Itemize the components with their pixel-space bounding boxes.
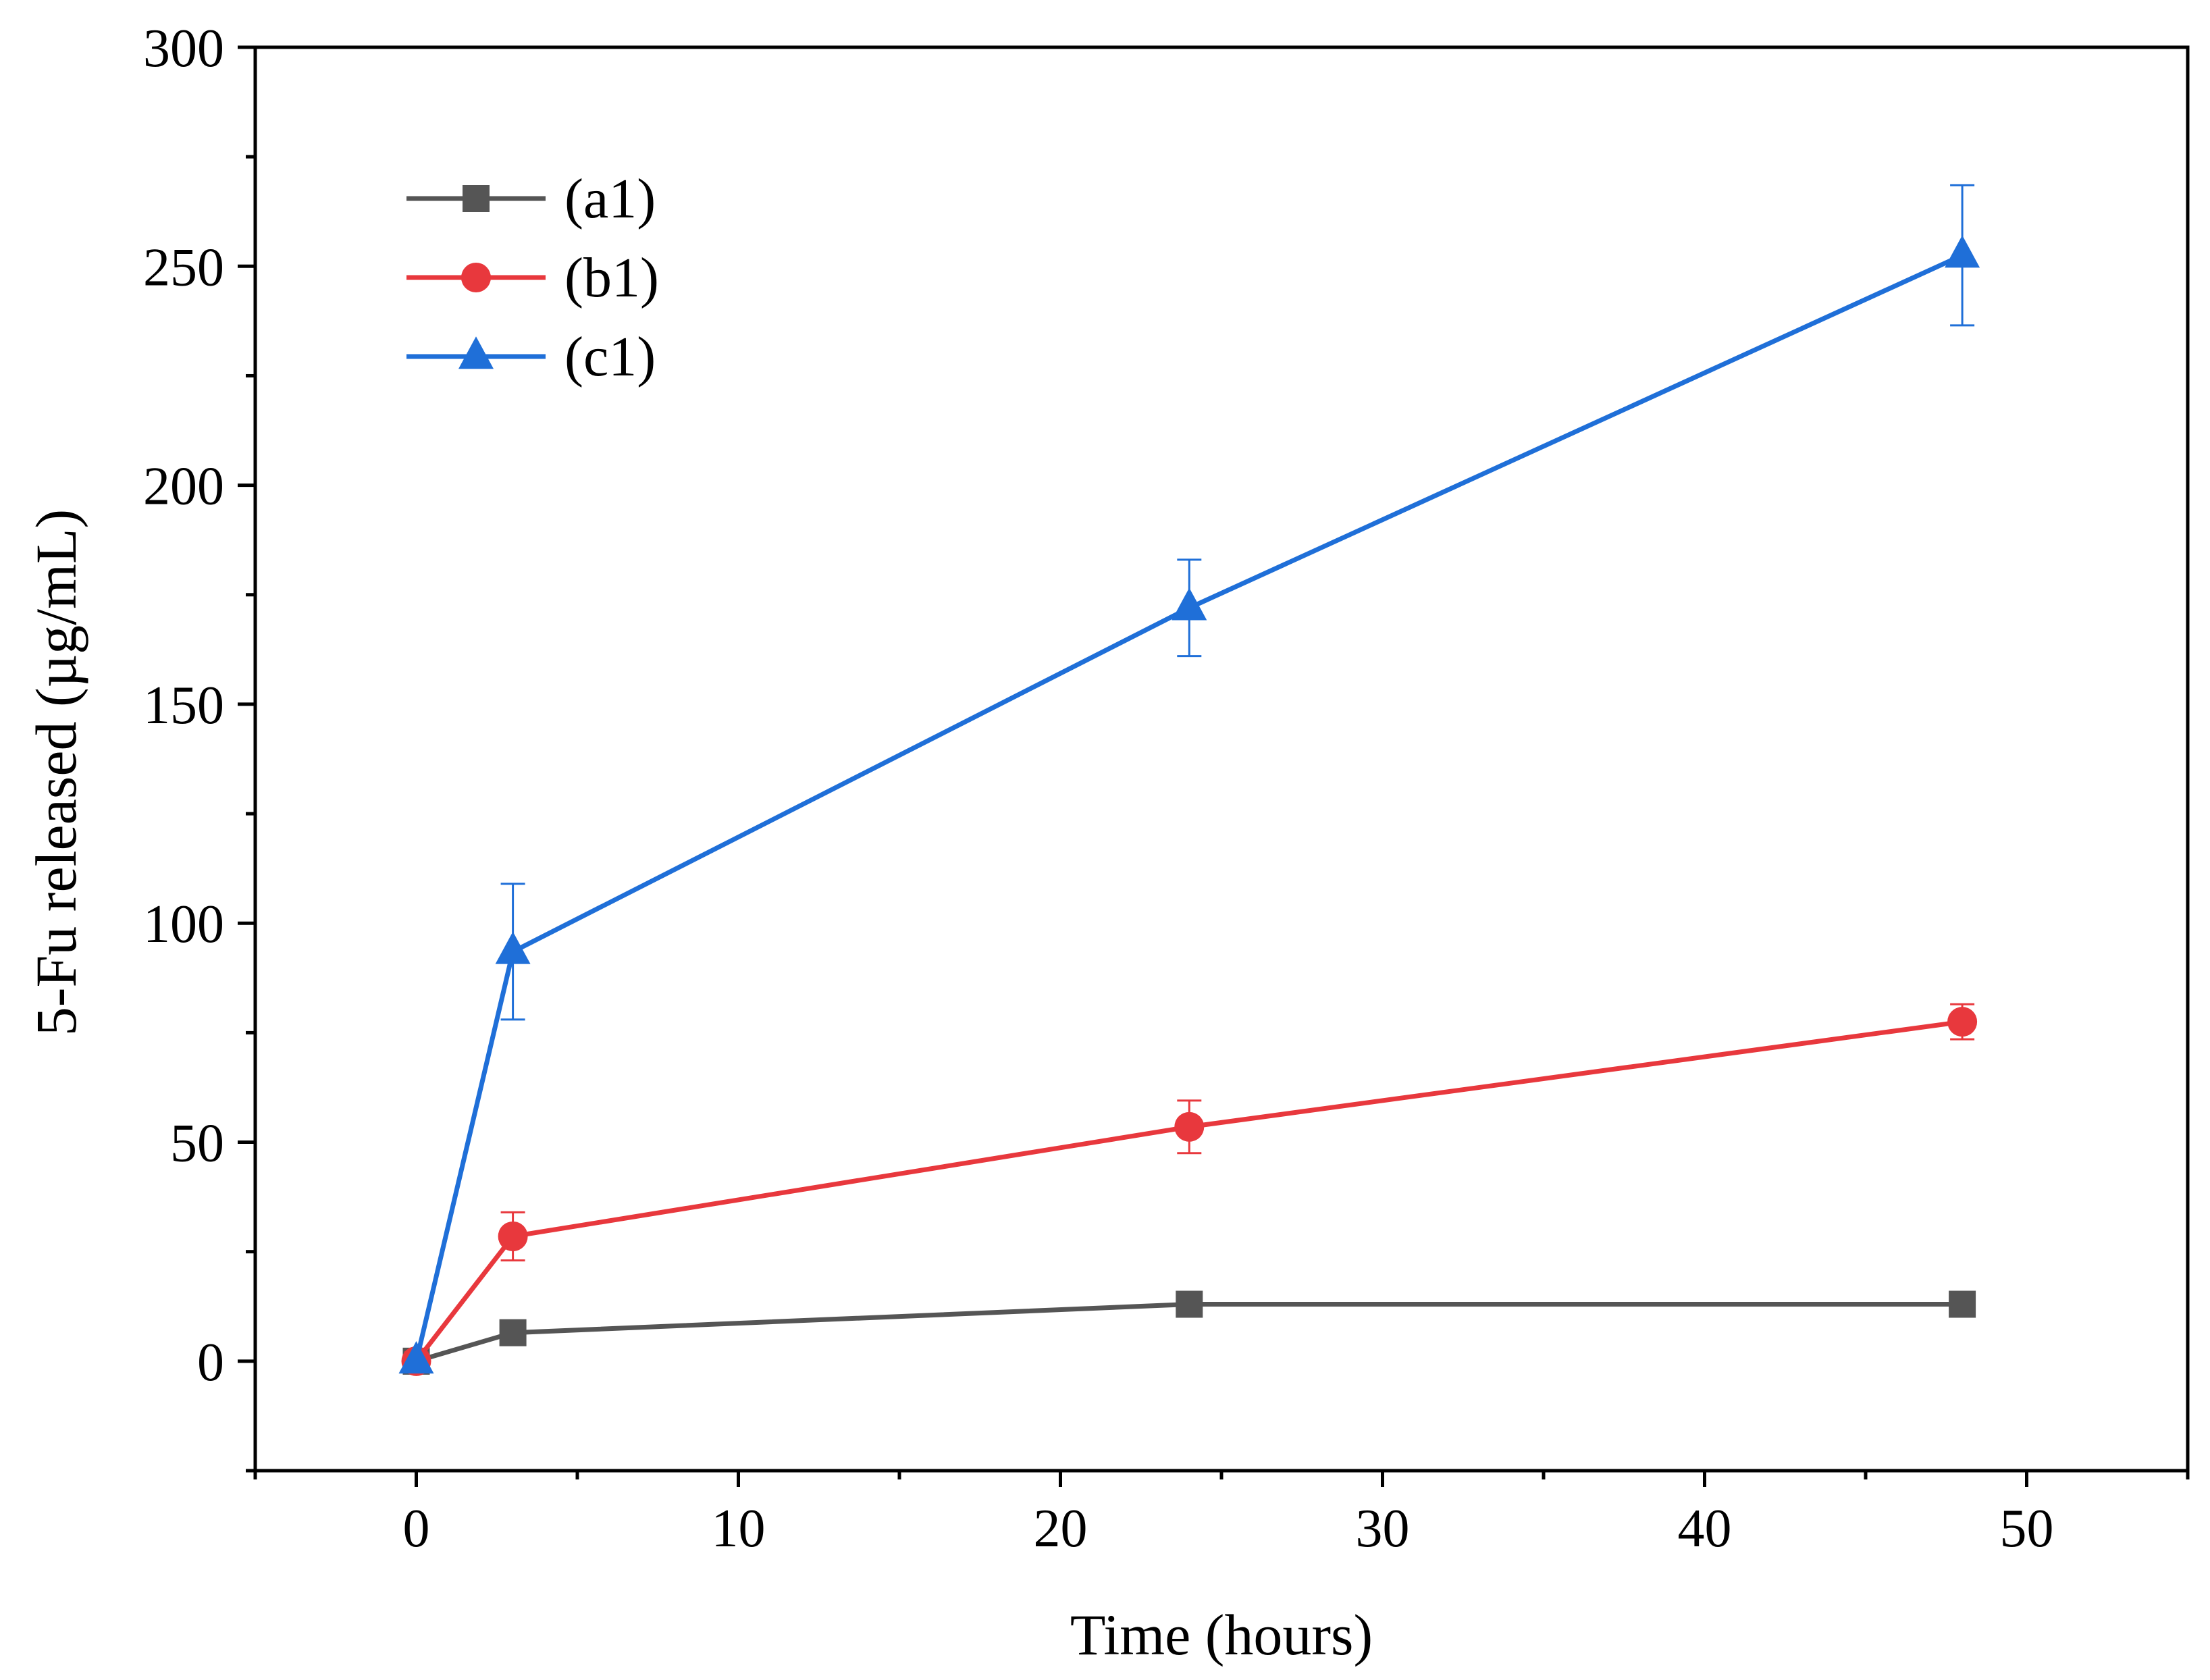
y-axis-title: 5-Fu released (µg/mL) (24, 509, 88, 1036)
data-point (495, 931, 531, 964)
legend-marker (458, 336, 494, 369)
x-tick-label: 30 (1356, 1499, 1410, 1558)
series (398, 184, 1980, 1376)
y-tick-label: 50 (170, 1114, 224, 1174)
x-tick-label: 10 (712, 1499, 766, 1558)
legend-label: (c1) (564, 325, 656, 388)
legend-label: (a1) (564, 167, 656, 230)
legend-item: (c1) (406, 325, 656, 388)
series-line (414, 253, 1964, 1362)
data-point (498, 1221, 528, 1251)
data-point (1172, 587, 1207, 621)
series-a1 (402, 1290, 1976, 1375)
x-axis-title: Time (hours) (1070, 1602, 1373, 1667)
y-tick-label: 300 (143, 19, 224, 78)
data-point (1949, 1290, 1976, 1318)
x-tick-label: 0 (403, 1499, 430, 1558)
data-point (1947, 1007, 1978, 1037)
legend-label: (b1) (564, 246, 659, 309)
series-line (414, 1019, 1963, 1363)
data-point (1174, 1111, 1205, 1142)
legend-item: (b1) (406, 246, 659, 309)
x-tick-label: 20 (1034, 1499, 1088, 1558)
data-point (398, 1341, 434, 1374)
y-tick-label: 100 (143, 895, 224, 954)
x-tick-label: 50 (2000, 1499, 2054, 1558)
plot-frame (253, 45, 2190, 1473)
x-tick-label: 40 (1678, 1499, 1732, 1558)
legend-marker (461, 263, 491, 292)
series-line (415, 1302, 1963, 1364)
data-point (1945, 235, 1980, 268)
legend: (a1) (b1) (c1) (406, 167, 659, 388)
y-tick-label: 200 (143, 457, 224, 517)
series-b1 (401, 1003, 1978, 1376)
legend-item: (a1) (406, 167, 656, 230)
legend-marker (463, 185, 490, 212)
y-tick-label: 250 (143, 238, 224, 297)
y-tick-label: 0 (197, 1333, 224, 1392)
series-c1 (398, 184, 1980, 1374)
axes: 0 10 20 30 40 50 0 50 100 150 200 250 300 (143, 19, 2190, 1558)
y-tick-label: 150 (143, 676, 224, 735)
data-point (1176, 1290, 1203, 1318)
data-point (499, 1319, 527, 1346)
